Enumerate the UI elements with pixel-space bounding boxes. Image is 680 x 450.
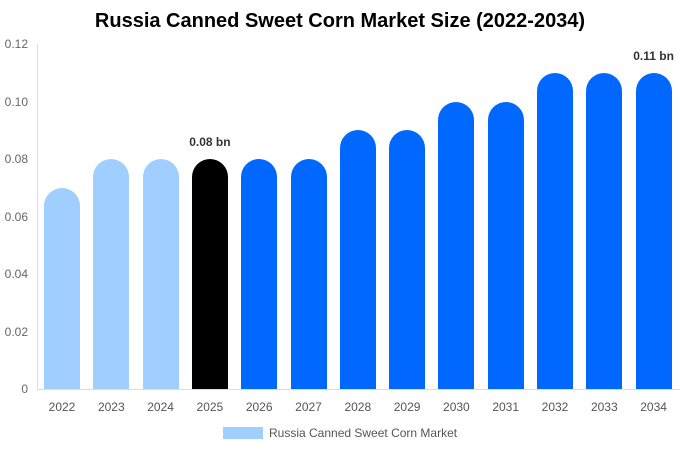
x-tick-label: 2031 <box>492 400 520 414</box>
y-tick-label: 0.02 <box>4 324 28 339</box>
bar-2034[interactable] <box>635 72 672 389</box>
legend[interactable]: Russia Canned Sweet Corn Market <box>223 426 457 440</box>
y-tick-label: 0.12 <box>4 37 28 51</box>
y-tick-label: 0.06 <box>4 209 28 224</box>
x-tick-label: 2028 <box>344 400 372 414</box>
y-tick-label: 0.10 <box>4 94 28 109</box>
x-tick-label: 2034 <box>640 400 667 414</box>
x-tick-label: 2023 <box>97 400 125 414</box>
data-label: 0.11 bn <box>633 48 674 63</box>
x-tick-label: 2022 <box>48 400 76 414</box>
x-tick-label: 2026 <box>245 400 273 414</box>
legend-label: Russia Canned Sweet Corn Market <box>269 426 458 440</box>
x-tick-label: 2029 <box>393 400 421 414</box>
x-tick-label: 2033 <box>590 400 618 414</box>
y-tick-label: 0 <box>21 382 28 396</box>
bar-2025[interactable] <box>191 159 228 389</box>
bar-2028[interactable] <box>339 130 376 389</box>
bar-2027[interactable] <box>290 159 327 389</box>
bar-2026[interactable] <box>241 159 278 389</box>
y-axis-line <box>37 44 38 389</box>
bar-2029[interactable] <box>389 130 426 389</box>
chart-title: Russia Canned Sweet Corn Market Size (20… <box>94 10 586 32</box>
bar-2031[interactable] <box>487 101 524 389</box>
x-tick-label: 2024 <box>147 400 174 414</box>
x-tick-label: 2032 <box>541 400 569 414</box>
bar-2032[interactable] <box>537 72 573 389</box>
bar-2030[interactable] <box>438 101 475 389</box>
x-axis-line <box>37 389 680 390</box>
x-tick-label: 2030 <box>443 400 470 414</box>
x-tick-label: 2027 <box>295 400 322 414</box>
y-tick-label: 0.08 <box>4 152 28 166</box>
bar-2022[interactable] <box>44 187 80 389</box>
legend-swatch <box>223 427 263 439</box>
bar-2033[interactable] <box>586 72 623 389</box>
bar-2023[interactable] <box>93 159 130 389</box>
bar-2024[interactable] <box>142 159 179 389</box>
data-label: 0.08 bn <box>189 135 231 149</box>
x-tick-label: 2025 <box>196 400 224 414</box>
y-tick-label: 0.04 <box>4 267 28 281</box>
